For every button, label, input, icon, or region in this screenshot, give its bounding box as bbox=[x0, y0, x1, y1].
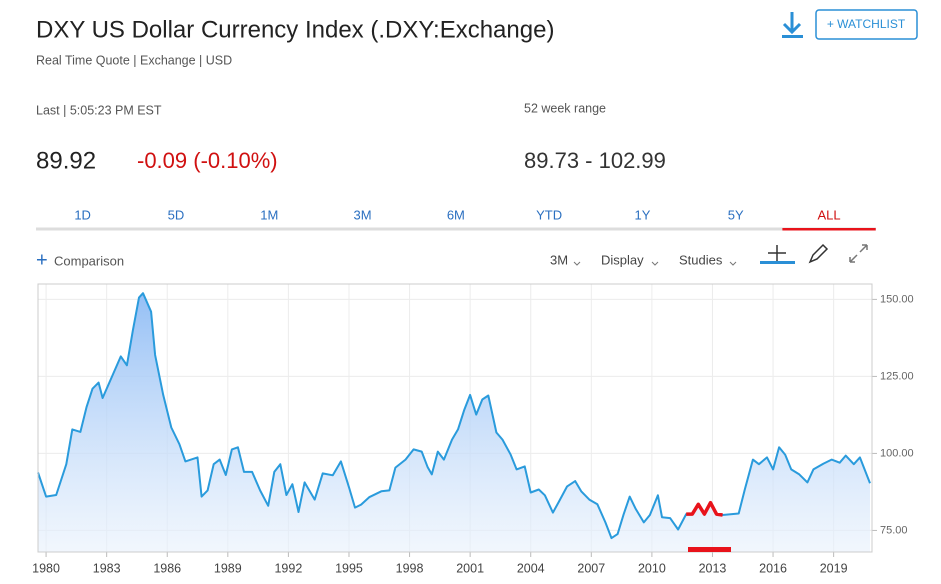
change: -0.09 (-0.10%) bbox=[137, 148, 278, 173]
title: DXY US Dollar Currency Index (.DXY:Excha… bbox=[36, 16, 554, 43]
range-label: 52 week range bbox=[524, 101, 606, 115]
y-tick-label: 125.00 bbox=[880, 370, 914, 382]
download-arrow[interactable] bbox=[782, 12, 802, 35]
tabs: 1D 5D 1M 3M 6M YTD 1Y 5Y ALL bbox=[74, 207, 876, 231]
x-tick-label: 2004 bbox=[517, 561, 545, 575]
x-tick-label: 1998 bbox=[396, 561, 424, 575]
crosshair-tool[interactable] bbox=[760, 245, 795, 264]
tab[interactable]: YTD bbox=[536, 207, 562, 222]
interval[interactable]: 3M bbox=[550, 252, 568, 267]
plus-icon[interactable]: + bbox=[36, 249, 48, 271]
crosshair-icon[interactable] bbox=[768, 245, 786, 261]
x-tick-label: 1995 bbox=[335, 561, 363, 575]
range: 89.73 - 102.99 bbox=[524, 148, 666, 173]
x-tick-label: 1983 bbox=[93, 561, 121, 575]
y-tick-label: 150.00 bbox=[880, 293, 914, 305]
x-tick-label: 1986 bbox=[153, 561, 181, 575]
watchlist-button[interactable] bbox=[815, 9, 918, 40]
watchlist-label[interactable]: + WATCHLIST bbox=[827, 17, 906, 31]
tab[interactable]: 3M bbox=[354, 207, 372, 222]
y-tick-label: 75.00 bbox=[880, 524, 908, 536]
price: 89.92 bbox=[36, 147, 96, 174]
tab[interactable]: 1Y bbox=[634, 207, 650, 222]
expand-icon[interactable] bbox=[849, 244, 868, 263]
x-tick-label: 1992 bbox=[274, 561, 302, 575]
highlight-bar bbox=[688, 547, 731, 552]
x-tick-label: 2010 bbox=[638, 561, 666, 575]
chevron bbox=[729, 261, 737, 266]
line bbox=[686, 500, 723, 517]
tab[interactable]: 1D bbox=[74, 207, 91, 222]
last-time: Last | 5:05:23 PM EST bbox=[36, 103, 162, 117]
tab[interactable]: 6M bbox=[447, 207, 465, 222]
download-icon[interactable] bbox=[782, 12, 803, 38]
pencil-icon[interactable] bbox=[808, 243, 829, 264]
tab[interactable]: 1M bbox=[260, 207, 278, 222]
tab[interactable]: 5Y bbox=[728, 207, 744, 222]
tab[interactable]: ALL bbox=[817, 207, 840, 222]
tab[interactable]: 5D bbox=[168, 207, 185, 222]
subtitle: Real Time Quote | Exchange | USD bbox=[36, 53, 232, 67]
chart: 75.00 100.00 125.00 150.00 1980 1983 1986 1989 1… bbox=[32, 284, 914, 575]
x-tick-label: 2016 bbox=[759, 561, 787, 575]
x-tick-label: 2013 bbox=[699, 561, 727, 575]
plot-frame bbox=[37, 283, 873, 553]
y-tick-label: 100.00 bbox=[880, 447, 914, 459]
x-tick-label: 2001 bbox=[456, 561, 484, 575]
download-base[interactable] bbox=[782, 35, 803, 38]
chevron bbox=[573, 261, 581, 266]
area bbox=[38, 293, 870, 552]
x-tick-label: 2007 bbox=[577, 561, 605, 575]
x-tick-label: 1980 bbox=[32, 561, 60, 575]
display[interactable]: Display bbox=[601, 252, 644, 267]
studies[interactable]: Studies bbox=[679, 252, 723, 267]
x-tick-label: 1989 bbox=[214, 561, 242, 575]
tool-underline bbox=[760, 261, 795, 264]
active-tab-underline bbox=[782, 228, 876, 231]
comparison[interactable]: Comparison bbox=[54, 253, 124, 268]
chevron bbox=[651, 261, 659, 266]
x-tick-label: 2019 bbox=[820, 561, 848, 575]
